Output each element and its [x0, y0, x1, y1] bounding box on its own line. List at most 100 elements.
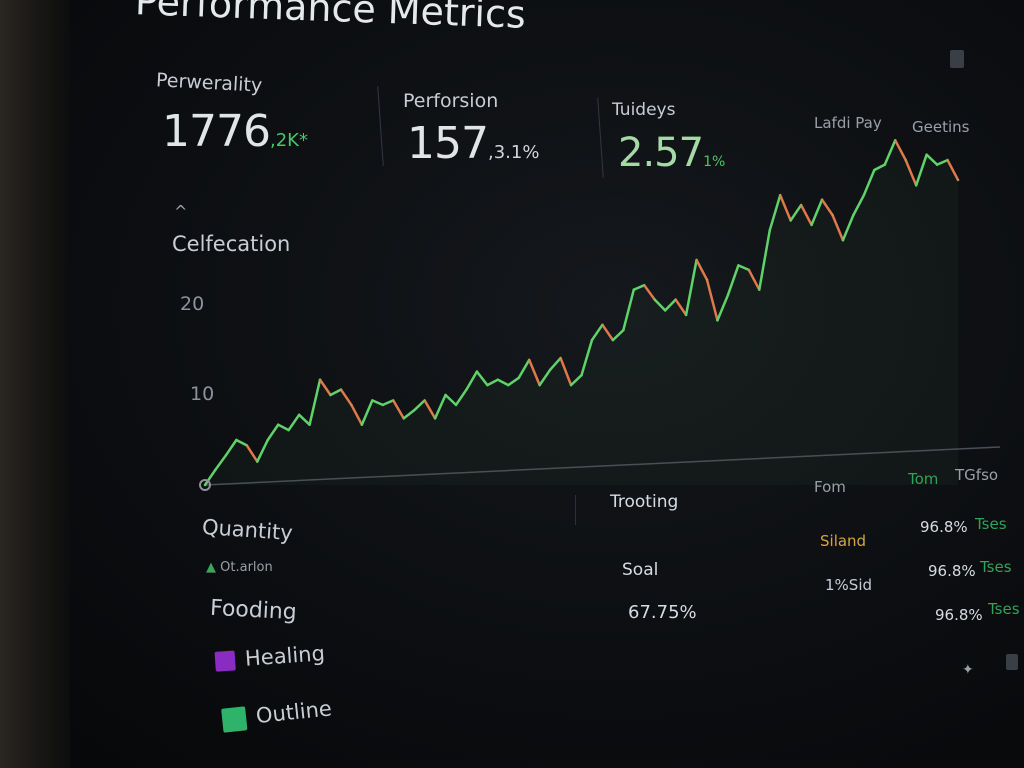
data-point [685, 314, 687, 316]
line-segment [256, 438, 269, 463]
legend-swatch [221, 706, 248, 733]
chevron-up-icon[interactable]: ^ [174, 202, 188, 221]
line-segment [392, 399, 405, 420]
line-segment [747, 268, 761, 291]
line-segment [883, 139, 897, 166]
line-segment [580, 338, 594, 377]
legend-note: ▲ Ot.arlon [206, 560, 273, 575]
middle-label: Soal [622, 560, 659, 580]
data-point [538, 384, 541, 386]
line-segment [716, 293, 730, 322]
line-segment [894, 139, 907, 162]
line-segment [852, 193, 866, 217]
chart-header-left: Lafdi Pay [814, 114, 882, 132]
data-point [235, 439, 238, 441]
chart-header-right: Geetins [912, 118, 970, 136]
legend-group: Fooding [209, 595, 298, 626]
data-point [957, 179, 959, 181]
data-point [873, 169, 876, 171]
data-point [612, 339, 614, 341]
kpi-sub: ,2K* [269, 130, 308, 151]
data-point [225, 454, 227, 457]
line-segment [339, 388, 353, 407]
window-icon[interactable] [950, 50, 964, 68]
data-point [559, 357, 562, 359]
data-point [601, 324, 604, 326]
line-segment [433, 393, 447, 420]
data-point [653, 298, 656, 301]
kpi-value-group: 2.571% [618, 130, 725, 176]
line-segment [569, 373, 583, 387]
table-header: Fom [814, 478, 846, 496]
data-point [768, 229, 771, 232]
line-segment [559, 356, 573, 387]
kpi-value: 157 [407, 118, 489, 169]
line-segment [412, 399, 426, 412]
data-point [319, 378, 321, 381]
data-point [674, 298, 677, 301]
line-segment [465, 370, 479, 391]
data-point [852, 214, 855, 216]
line-segment [224, 438, 238, 457]
data-point [381, 404, 384, 406]
data-point [580, 374, 583, 377]
data-point [402, 417, 405, 420]
data-point [497, 378, 499, 381]
line-segment [381, 399, 395, 407]
data-point [706, 279, 708, 281]
chart-title: Celfecation [172, 232, 291, 256]
settings-icon[interactable]: ✦ [962, 662, 974, 678]
x-axis-line [204, 446, 1001, 486]
data-point [465, 388, 468, 391]
table-tag: Tses [975, 515, 1007, 533]
data-point [308, 423, 311, 426]
data-point [214, 468, 217, 471]
data-point [789, 219, 792, 222]
data-point [591, 339, 593, 341]
data-point [444, 394, 447, 396]
line-segment [674, 298, 688, 317]
data-point [821, 198, 823, 201]
line-segment [799, 203, 813, 227]
data-point [528, 359, 531, 361]
line-segment [914, 153, 928, 187]
data-point [517, 377, 520, 379]
data-point [925, 153, 928, 156]
line-segment [841, 213, 855, 242]
data-point [695, 259, 698, 261]
data-point [256, 460, 259, 463]
line-segment [778, 193, 792, 222]
data-point [643, 284, 646, 287]
triangle-up-icon: ▲ [206, 560, 221, 575]
line-segment [705, 278, 719, 322]
kpi-sub: 1% [703, 154, 726, 170]
middle-heading: Trooting [610, 492, 679, 512]
line-segment [758, 229, 771, 291]
line-segment [904, 158, 918, 187]
table-cell: 96.8% [935, 606, 983, 624]
data-point [946, 159, 949, 161]
table-header: TGfso [955, 466, 999, 484]
line-segment [726, 264, 740, 297]
line-segment [946, 158, 960, 182]
line-segment [266, 423, 280, 442]
data-point [340, 388, 342, 391]
kpi-label: Tuideys [612, 100, 676, 120]
line-segment [245, 444, 259, 463]
data-point [915, 184, 917, 187]
line-segment [684, 258, 698, 317]
line-segment [475, 370, 489, 387]
line-segment [831, 213, 845, 242]
line-segment [371, 399, 385, 407]
page-icon[interactable] [1006, 654, 1018, 670]
data-point [371, 399, 374, 402]
screen-bezel [0, 0, 70, 768]
table-cell: 96.8% [920, 518, 968, 536]
line-segment [203, 468, 217, 487]
middle-value: 67.75% [628, 602, 697, 623]
data-point [434, 417, 436, 420]
kpi-sub: ,3.1% [487, 142, 540, 163]
line-segment [789, 203, 803, 222]
line-segment [935, 158, 949, 166]
data-point [883, 163, 886, 166]
